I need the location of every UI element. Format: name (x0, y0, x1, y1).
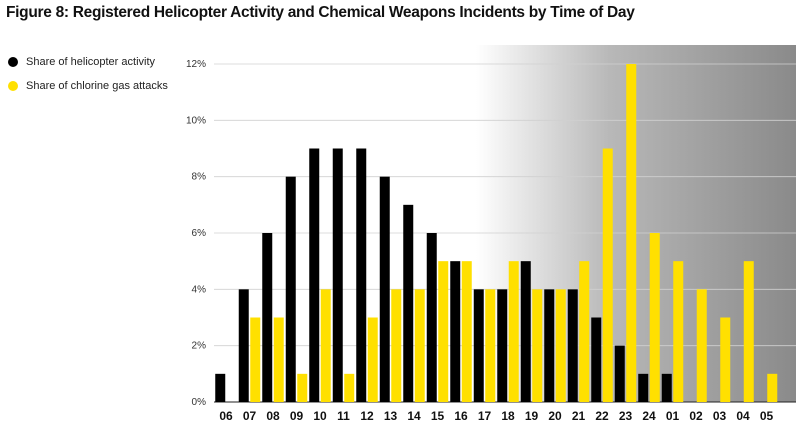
x-tick-label: 18 (501, 409, 515, 423)
legend-swatch-chlorine (8, 81, 18, 91)
bar-chlorine (367, 317, 378, 402)
y-tick-label: 12% (186, 59, 206, 70)
y-tick-label: 4% (192, 284, 207, 295)
bar-chlorine (297, 373, 308, 402)
bar-chlorine (602, 148, 613, 402)
bar-helicopter (638, 373, 649, 402)
x-tick-label: 22 (595, 409, 609, 423)
bar-helicopter (661, 373, 672, 402)
x-tick-label: 15 (431, 409, 445, 423)
y-tick-label: 2% (192, 341, 207, 352)
bar-chlorine (579, 261, 590, 402)
legend-item-chlorine: Share of chlorine gas attacks (8, 74, 168, 98)
legend-item-helicopter: Share of helicopter activity (8, 50, 168, 74)
y-tick-label: 6% (192, 228, 207, 239)
bar-chlorine (438, 261, 449, 402)
bar-chlorine (767, 373, 778, 402)
bar-chlorine (485, 289, 496, 402)
bar-chlorine (508, 261, 519, 402)
y-tick-label: 10% (186, 115, 206, 126)
bar-chlorine (555, 289, 566, 402)
y-tick-label: 8% (192, 172, 207, 183)
bar-helicopter (520, 261, 531, 402)
bar-helicopter (262, 233, 273, 402)
bar-chlorine (344, 373, 355, 402)
bar-chlorine (273, 317, 284, 402)
x-tick-label: 21 (572, 409, 586, 423)
x-tick-label: 13 (384, 409, 398, 423)
bar-chlorine (673, 261, 684, 402)
x-tick-label: 19 (525, 409, 539, 423)
x-tick-label: 20 (548, 409, 562, 423)
bar-helicopter (403, 204, 414, 402)
x-tick-label: 05 (760, 409, 774, 423)
x-tick-label: 23 (619, 409, 633, 423)
bar-helicopter (238, 289, 249, 402)
bar-chlorine (391, 289, 402, 402)
bar-chlorine (720, 317, 731, 402)
bar-chlorine (626, 64, 637, 402)
bar-helicopter (591, 317, 602, 402)
bar-helicopter (309, 148, 320, 402)
x-tick-label: 09 (290, 409, 304, 423)
legend-label-chlorine: Share of chlorine gas attacks (26, 80, 168, 92)
x-tick-label: 07 (243, 409, 257, 423)
bar-helicopter (215, 373, 226, 402)
bar-chlorine (532, 289, 543, 402)
y-tick-label: 0% (192, 397, 207, 408)
legend-swatch-helicopter (8, 57, 18, 67)
bar-helicopter (379, 176, 390, 402)
bar-helicopter (567, 289, 578, 402)
legend-label-helicopter: Share of helicopter activity (26, 56, 156, 68)
bar-helicopter (544, 289, 555, 402)
bar-chlorine (743, 261, 754, 402)
x-tick-label: 24 (642, 409, 656, 423)
x-tick-label: 03 (713, 409, 727, 423)
x-tick-label: 16 (454, 409, 468, 423)
bar-helicopter (285, 176, 296, 402)
bar-helicopter (426, 233, 437, 402)
bar-chlorine (696, 289, 707, 402)
bar-helicopter (614, 345, 625, 402)
bar-helicopter (356, 148, 367, 402)
x-tick-label: 12 (360, 409, 374, 423)
x-tick-label: 08 (266, 409, 280, 423)
legend: Share of helicopter activity Share of ch… (8, 50, 168, 98)
bar-chlorine (250, 317, 261, 402)
bar-helicopter (332, 148, 343, 402)
x-tick-label: 14 (407, 409, 421, 423)
x-tick-label: 10 (313, 409, 327, 423)
x-tick-label: 06 (219, 409, 233, 423)
x-tick-label: 11 (337, 409, 350, 423)
bar-chlorine (414, 289, 425, 402)
bar-chlorine (649, 233, 660, 402)
bar-helicopter (473, 289, 484, 402)
bar-chlorine (320, 289, 331, 402)
bar-helicopter (497, 289, 508, 402)
x-tick-label: 17 (478, 409, 492, 423)
chart-title: Figure 8: Registered Helicopter Activity… (6, 4, 635, 21)
bar-chlorine (461, 261, 472, 402)
x-tick-label: 04 (736, 409, 750, 423)
bar-helicopter (450, 261, 461, 402)
x-tick-label: 02 (689, 409, 703, 423)
x-tick-label: 01 (666, 409, 680, 423)
